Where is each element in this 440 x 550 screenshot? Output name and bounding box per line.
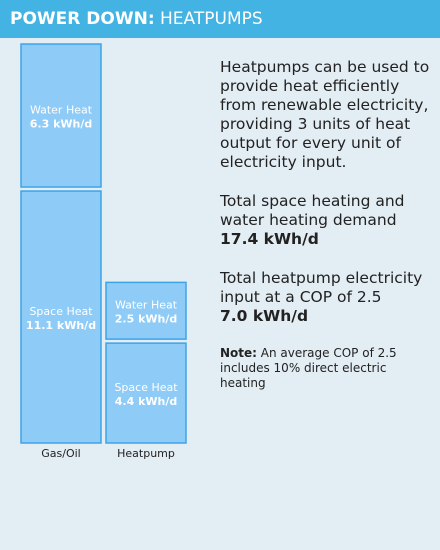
demand-value: 17.4 kWh/d [220,230,319,248]
bar-water-heat-1 [105,281,187,340]
bar-water-heat-0 [20,43,102,188]
category-label-1: Heatpump [117,447,175,460]
bar-label-space-heat-1: Space Heat [114,381,178,394]
page-header: POWER DOWN: HEATPUMPS [0,0,440,38]
bar-space-heat-1 [105,342,187,444]
bar-value-water-heat-0: 6.3 kWh/d [30,118,93,131]
bar-value-water-heat-1: 2.5 kWh/d [115,313,178,326]
note-label: Note: [220,346,257,360]
category-label-0: Gas/Oil [41,447,80,460]
input-value: 7.0 kWh/d [220,307,309,325]
bar-label-space-heat-0: Space Heat [29,305,93,318]
bar-space-heat-0 [20,190,102,444]
input-label: Total heatpump electricity input at a CO… [220,269,423,306]
note-block: Note: An average COP of 2.5 includes 10%… [220,346,432,391]
bar-label-water-heat-1: Water Heat [115,299,178,312]
bar-label-water-heat-0: Water Heat [30,104,93,117]
input-block: Total heatpump electricity input at a CO… [220,269,432,326]
text-panel: Heatpumps can be used to provide heat ef… [220,58,432,403]
header-title-bold: POWER DOWN: [10,9,155,29]
header-title-rest: HEATPUMPS [154,9,263,29]
demand-block: Total space heating and water heating de… [220,192,432,249]
note-text: An average COP of 2.5 includes 10% direc… [220,346,397,390]
bar-value-space-heat-1: 4.4 kWh/d [115,395,178,408]
intro-text: Heatpumps can be used to provide heat ef… [220,58,430,171]
demand-label: Total space heating and water heating de… [220,192,405,229]
bar-value-space-heat-0: 11.1 kWh/d [26,319,96,332]
